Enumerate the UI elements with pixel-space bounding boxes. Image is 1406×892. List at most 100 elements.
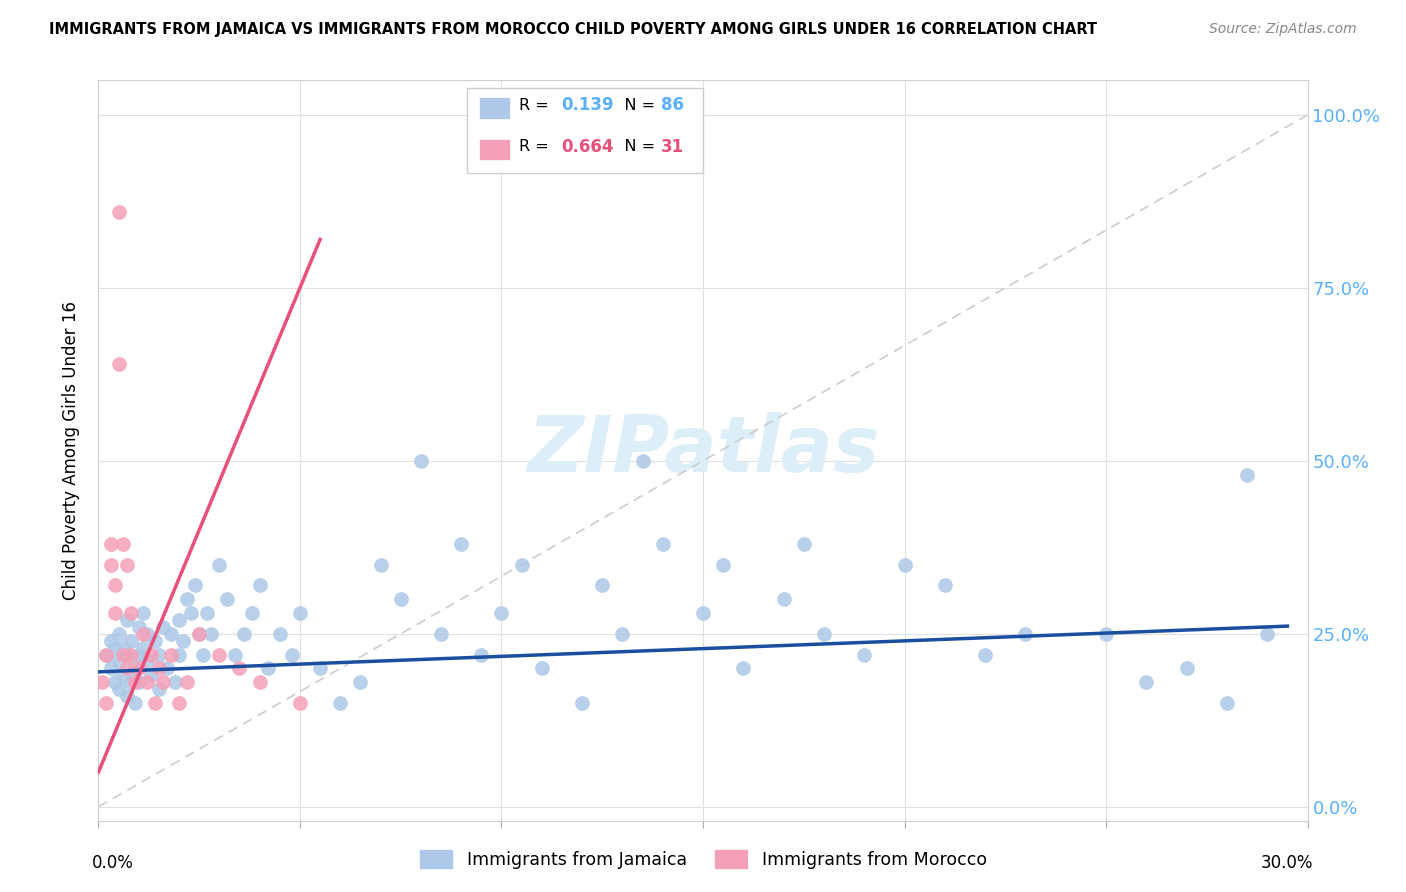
Point (143, 633, 166, 648)
Point (167, 613, 190, 627)
Point (115, 689, 138, 703)
Point (389, 592, 412, 607)
Text: 86: 86 (661, 96, 683, 114)
Text: 0.139: 0.139 (561, 96, 614, 114)
Point (143, 696, 166, 710)
Point (692, 606, 714, 620)
Point (195, 606, 218, 620)
Text: Source: ZipAtlas.com: Source: ZipAtlas.com (1209, 22, 1357, 37)
Point (139, 648, 162, 662)
Point (288, 696, 311, 710)
Legend: Immigrants from Jamaica, Immigrants from Morocco: Immigrants from Jamaica, Immigrants from… (412, 842, 994, 876)
Point (349, 675, 371, 690)
Point (160, 627, 183, 641)
Point (163, 675, 186, 690)
Point (139, 668, 162, 682)
Bar (467, 87, 703, 173)
Point (100, 558, 122, 572)
Point (156, 661, 179, 675)
Point (132, 606, 155, 620)
Point (167, 696, 190, 710)
Point (793, 537, 815, 551)
Point (120, 633, 142, 648)
Point (733, 661, 755, 675)
Point (107, 655, 129, 669)
Point (124, 696, 146, 710)
Point (228, 661, 250, 675)
Point (651, 537, 673, 551)
Point (224, 648, 246, 662)
Point (772, 592, 794, 607)
Point (103, 675, 125, 690)
Point (135, 627, 157, 641)
Point (281, 648, 304, 662)
Point (180, 606, 202, 620)
Text: 0.0%: 0.0% (93, 854, 134, 872)
Point (120, 648, 142, 662)
Point (103, 606, 125, 620)
Point (309, 661, 332, 675)
Text: 30.0%: 30.0% (1261, 854, 1313, 872)
Point (256, 661, 278, 675)
Point (491, 606, 513, 620)
Point (152, 620, 174, 634)
Point (329, 696, 352, 710)
Point (200, 627, 222, 641)
Point (409, 454, 432, 468)
Point (249, 675, 271, 690)
Point (152, 675, 174, 690)
Point (107, 682, 129, 697)
Point (107, 627, 129, 641)
Point (288, 606, 311, 620)
Point (188, 627, 211, 641)
Point (107, 204, 129, 219)
Point (148, 661, 170, 675)
Point (1014, 627, 1036, 641)
Point (96, 648, 118, 662)
Point (111, 668, 134, 682)
Point (240, 606, 263, 620)
Point (193, 648, 215, 662)
Point (1216, 696, 1239, 710)
Point (232, 627, 254, 641)
Text: R =: R = (519, 139, 554, 154)
Point (100, 633, 122, 648)
Point (612, 627, 634, 641)
Point (249, 578, 271, 592)
Point (813, 627, 835, 641)
Point (96, 648, 118, 662)
Bar (479, 139, 509, 161)
Point (124, 675, 146, 690)
Text: 31: 31 (661, 138, 683, 156)
Point (208, 558, 231, 572)
Point (571, 696, 593, 710)
Point (100, 537, 122, 551)
Point (128, 675, 150, 690)
Point (1135, 675, 1157, 690)
Point (1236, 467, 1258, 482)
Text: N =: N = (609, 139, 659, 154)
Point (124, 661, 146, 675)
Bar (479, 97, 509, 119)
Point (711, 558, 734, 572)
Point (450, 537, 472, 551)
Point (135, 655, 157, 669)
Point (115, 648, 138, 662)
Point (631, 454, 654, 468)
Point (96, 696, 118, 710)
Point (100, 661, 122, 675)
Point (148, 682, 170, 697)
Point (148, 648, 170, 662)
Point (103, 640, 125, 655)
Point (269, 627, 291, 641)
Point (115, 613, 138, 627)
Point (115, 558, 138, 572)
Point (1256, 627, 1278, 641)
Point (103, 578, 125, 592)
Point (1095, 627, 1118, 641)
Point (176, 675, 198, 690)
Point (208, 648, 231, 662)
Point (111, 537, 134, 551)
Point (974, 648, 997, 662)
Point (128, 648, 150, 662)
